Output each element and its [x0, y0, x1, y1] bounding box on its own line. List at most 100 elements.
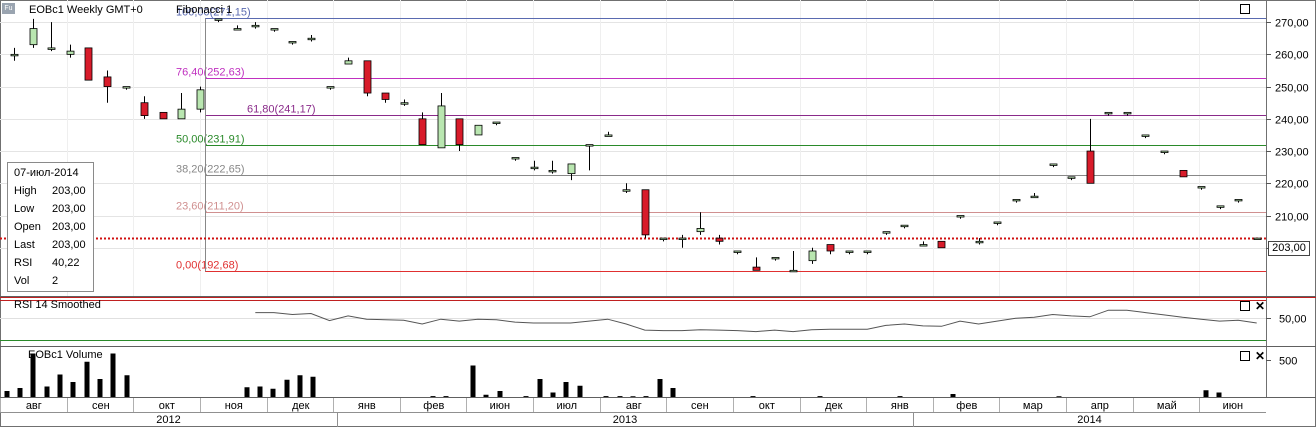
year-label: 2012 — [156, 414, 180, 426]
volume-bar — [657, 379, 663, 397]
month-label: окт — [159, 400, 175, 412]
candle-body — [1123, 111, 1132, 115]
price-tick-label: 210,00 — [1275, 212, 1309, 224]
candle-body — [789, 269, 798, 273]
month-label: сен — [92, 400, 110, 412]
volume-bar — [617, 396, 623, 397]
candle-body — [140, 102, 149, 116]
info-row-vol: Vol 2 — [14, 274, 92, 288]
price-tick-label: 220,00 — [1275, 179, 1309, 191]
candle-body — [1234, 199, 1243, 202]
maximize-icon[interactable] — [1240, 351, 1250, 361]
candle-body — [548, 169, 557, 173]
price-tick-label: 260,00 — [1275, 50, 1309, 62]
volume-bar — [124, 375, 130, 397]
candle-body — [47, 47, 56, 50]
info-value: 203,00 — [52, 203, 86, 215]
volume-bar — [1203, 390, 1209, 397]
candle-body — [214, 18, 223, 21]
candle-body — [1141, 134, 1150, 137]
candle-body — [733, 250, 742, 253]
candle-body — [418, 118, 427, 146]
candle-body — [715, 237, 724, 242]
chart-badge[interactable]: Fu — [2, 3, 15, 14]
price-tick-label: 240,00 — [1275, 115, 1309, 127]
candle-body — [900, 224, 909, 228]
month-label: фев — [423, 400, 444, 412]
candle-body — [437, 105, 446, 149]
candle-body — [251, 24, 260, 28]
month-label: окт — [759, 400, 775, 412]
info-value: 2 — [52, 275, 59, 287]
info-row-high: High 203,00 — [14, 184, 92, 198]
month-label: июн — [1223, 400, 1243, 412]
month-label: дек — [292, 400, 310, 412]
fibonacci-label: 61,80(241,17) — [247, 104, 316, 116]
last-price-tag: 203,00 — [1268, 241, 1310, 256]
candle-body — [752, 266, 761, 271]
candle-body — [1030, 195, 1039, 199]
maximize-icon[interactable] — [1240, 4, 1250, 14]
month-label: мар — [1023, 400, 1043, 412]
data-window: 07-июл-2014 High 203,00 Low 203,00 Open … — [7, 162, 94, 292]
candle-body — [1086, 150, 1095, 184]
info-value: 203,00 — [52, 221, 86, 233]
candle-body — [845, 250, 854, 253]
close-icon[interactable]: ✕ — [1255, 349, 1266, 363]
rsi-title[interactable]: RSI 14 Smoothed — [14, 299, 101, 311]
month-label: авг — [26, 400, 42, 412]
candle-body — [1216, 205, 1225, 208]
info-label: High — [14, 185, 37, 197]
info-label: Low — [14, 203, 35, 215]
info-value: 203,00 — [52, 239, 86, 251]
info-value: 40,22 — [52, 257, 80, 269]
info-label: Vol — [14, 275, 30, 287]
volume-bar — [670, 388, 676, 397]
candle-body — [937, 240, 946, 249]
fibonacci-label: 76,40(252,63) — [176, 67, 245, 79]
year-label: 2014 — [1077, 414, 1101, 426]
candle-body — [567, 163, 576, 175]
candle-body — [326, 86, 335, 89]
month-label: дек — [825, 400, 843, 412]
close-icon[interactable]: ✕ — [1255, 299, 1266, 313]
volume-bar — [30, 353, 36, 397]
candle-body — [10, 53, 19, 57]
price-tick-label: 230,00 — [1275, 147, 1309, 159]
candle-body — [1049, 163, 1058, 166]
volume-bar — [577, 385, 583, 397]
candle-body — [455, 118, 464, 146]
volume-bar — [563, 382, 569, 397]
candle-body — [177, 108, 186, 120]
info-row-open: Open 203,00 — [14, 220, 92, 234]
candle-body — [1104, 111, 1113, 115]
candle-body — [1012, 199, 1021, 202]
volume-bar — [950, 394, 956, 397]
symbol-title: EOBc1 Weekly GMT+0 — [29, 4, 143, 16]
candle-body — [159, 111, 168, 120]
candle-body — [622, 189, 631, 192]
fibonacci-label: 50,00(231,91) — [176, 134, 245, 146]
candle-body — [288, 41, 297, 44]
candle-body — [381, 92, 390, 100]
candle-body — [492, 121, 501, 124]
candle-body — [1197, 186, 1206, 189]
candle-body — [511, 157, 520, 160]
candle-body — [882, 231, 891, 234]
volume-bar — [897, 396, 903, 397]
info-label: RSI — [14, 257, 33, 269]
candle-body — [1160, 150, 1169, 153]
volume-bar — [817, 396, 823, 397]
volume-bar — [523, 396, 529, 397]
month-label: сен — [691, 400, 709, 412]
volume-bar — [630, 396, 636, 397]
volume-title[interactable]: EOBc1 Volume — [28, 349, 103, 361]
candle-body — [808, 250, 817, 262]
maximize-icon[interactable] — [1240, 301, 1250, 311]
volume-bar — [603, 396, 609, 397]
month-label: июл — [557, 400, 578, 412]
study-label[interactable]: Fibonacci 1 — [176, 4, 233, 16]
candle-body — [233, 28, 242, 31]
candle-body — [1179, 169, 1188, 178]
